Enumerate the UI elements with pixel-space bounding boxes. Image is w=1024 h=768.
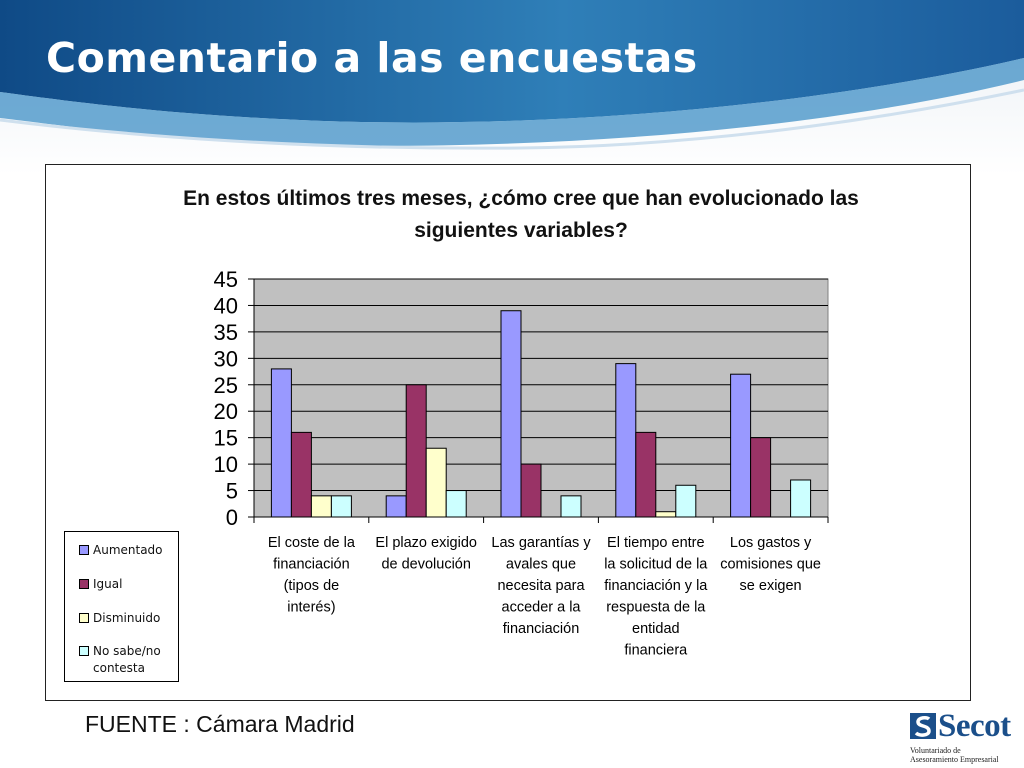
y-tick-label: 10 (214, 452, 238, 477)
bar-aumentado-2 (500, 310, 522, 518)
category-label: El tiempo entre (607, 535, 705, 551)
y-tick-label: 45 (214, 267, 238, 292)
bar-disminuido-0 (310, 495, 332, 518)
slide-title: Comentario a las encuestas (46, 34, 698, 82)
logo-wordmark: Secot (938, 708, 1011, 744)
bar-no-sabe-no-contesta-1 (445, 490, 467, 518)
header-banner (0, 0, 1024, 175)
category-label: El plazo exigido (375, 535, 477, 551)
bar-igual-1 (405, 384, 427, 518)
category-label: acceder a la (502, 600, 582, 616)
y-tick-label: 25 (214, 373, 238, 398)
category-label: financiación y la (604, 578, 708, 594)
logo-tagline-1: Voluntariado de (910, 746, 961, 755)
chart-title: En estos últimos tres meses, ¿cómo cree … (126, 183, 916, 247)
y-tick-label: 15 (214, 426, 238, 451)
category-label: avales que (506, 557, 576, 573)
legend-label-disminuido: Disminuido (93, 611, 161, 625)
category-label: la solicitud de la (604, 557, 708, 573)
bar-disminuido-3 (655, 511, 677, 518)
category-label: entidad (632, 621, 680, 637)
bar-disminuido-1 (425, 447, 447, 518)
source-note: FUENTE : Cámara Madrid (85, 711, 355, 737)
legend-swatch-aumentado (79, 545, 89, 555)
legend-label-aumentado: Aumentado (93, 543, 163, 557)
legend-item-igual: Igual (79, 576, 122, 593)
bar-no-sabe-no-contesta-4 (790, 479, 812, 518)
y-tick-label: 30 (214, 346, 238, 371)
legend-swatch-igual (79, 579, 89, 589)
category-label: se exigen (740, 578, 802, 594)
category-label: necesita para (497, 578, 585, 594)
category-label: comisiones que (720, 557, 821, 573)
category-label: Los gastos y (730, 535, 812, 551)
category-label: Las garantías y (491, 535, 591, 551)
bar-igual-2 (520, 463, 542, 518)
secot-s-icon (910, 713, 936, 739)
legend-swatch-no-sabe (79, 646, 89, 656)
y-tick-label: 35 (214, 320, 238, 345)
legend-item-aumentado: Aumentado (79, 542, 163, 559)
bar-igual-4 (750, 437, 772, 518)
secot-logo: Secot Voluntariado de Asesoramiento Empr… (908, 708, 1024, 768)
y-tick-label: 20 (214, 399, 238, 424)
logo-tagline-2: Asesoramiento Empresarial (910, 755, 999, 764)
bar-igual-3 (635, 431, 657, 518)
category-label: (tipos de (284, 578, 340, 594)
y-tick-label: 40 (214, 293, 238, 318)
category-label: financiación (503, 621, 580, 637)
category-label: respuesta de la (606, 600, 706, 616)
bar-aumentado-0 (270, 368, 292, 518)
y-tick-label: 0 (226, 505, 238, 530)
bar-no-sabe-no-contesta-3 (675, 484, 697, 518)
y-tick-label: 5 (226, 479, 238, 504)
bar-igual-0 (290, 431, 312, 518)
chart-legend: Aumentado Igual Disminuido No sabe/no co… (64, 531, 179, 682)
legend-label-igual: Igual (93, 577, 123, 591)
category-label: financiera (624, 643, 688, 659)
chart-container: 0 5 10 15 20 25 30 35 40 45 El coste de la financia… (45, 164, 971, 701)
legend-item-no-sabe: No sabe/no contesta (79, 643, 179, 677)
bar-no-sabe-no-contesta-0 (330, 495, 352, 518)
category-label: financiación (273, 557, 350, 573)
category-label: de devolución (381, 557, 471, 573)
legend-label-no-sabe: No sabe/no contesta (93, 644, 161, 675)
chart-title-line-2: siguientes variables? (414, 219, 628, 242)
bar-no-sabe-no-contesta-2 (560, 495, 582, 518)
bar-aumentado-4 (730, 373, 752, 518)
legend-swatch-disminuido (79, 613, 89, 623)
category-label: interés) (287, 600, 335, 616)
category-label: El coste de la (268, 535, 356, 551)
legend-item-disminuido: Disminuido (79, 610, 160, 627)
chart-title-line-1: En estos últimos tres meses, ¿cómo cree … (183, 187, 859, 210)
bar-aumentado-3 (615, 363, 637, 518)
bar-aumentado-1 (385, 495, 407, 518)
